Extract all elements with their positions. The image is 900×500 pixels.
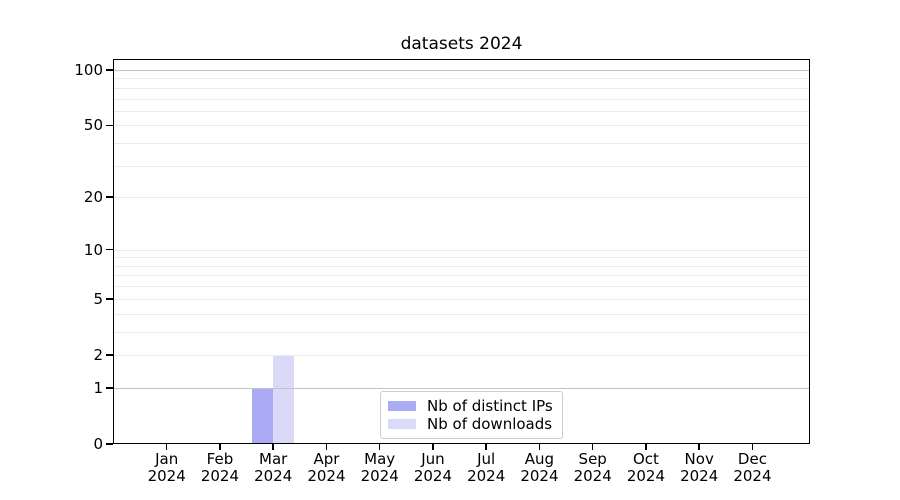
plot-area [113, 59, 810, 444]
gridline-y-9 [114, 257, 809, 259]
x-tick-mark-feb [219, 444, 221, 450]
y-tick-mark-1 [106, 387, 113, 389]
y-tick-mark-20 [106, 196, 113, 198]
gridline-y-6 [114, 286, 809, 288]
x-tick-label-sep: Sep 2024 [573, 450, 612, 485]
x-tick-mark-mar [272, 444, 274, 450]
gridline-y-70 [114, 98, 809, 100]
gridline-y-8 [114, 265, 809, 267]
y-tick-label-1: 1 [93, 378, 103, 397]
gridline-y-80 [114, 87, 809, 89]
x-tick-label-may: May 2024 [360, 450, 399, 485]
y-tick-mark-100 [106, 69, 113, 71]
x-tick-mark-aug [538, 444, 541, 450]
x-tick-label-apr: Apr 2024 [307, 450, 346, 485]
y-tick-label-10: 10 [83, 240, 103, 259]
y-tick-label-20: 20 [83, 188, 103, 207]
x-tick-mark-oct [645, 444, 647, 450]
x-tick-mark-jul [485, 444, 487, 450]
gridline-y-30 [114, 165, 809, 167]
gridline-y-50 [114, 125, 809, 127]
gridline-y-60 [114, 110, 809, 112]
y-tick-label-5: 5 [93, 289, 103, 308]
legend-label-distinct-ips: Nb of distinct IPs [427, 397, 553, 415]
x-tick-label-jun: Jun 2024 [413, 450, 453, 485]
y-tick-mark-10 [106, 248, 113, 251]
y-tick-mark-2 [106, 354, 113, 356]
x-tick-label-dec: Dec 2024 [733, 450, 772, 485]
x-tick-label-oct: Oct 2024 [626, 450, 666, 485]
x-tick-mark-dec [751, 444, 754, 450]
gridline-y-20 [114, 197, 809, 199]
y-tick-mark-0 [106, 443, 113, 445]
gridline-y-5 [114, 298, 809, 300]
y-tick-label-50: 50 [83, 116, 103, 135]
bar-mar-1 [273, 354, 295, 444]
x-tick-mark-jan [165, 444, 168, 450]
gridline-y-4 [114, 313, 809, 315]
y-tick-label-0: 0 [93, 435, 103, 453]
x-tick-label-mar: Mar 2024 [254, 450, 293, 485]
y-tick-mark-5 [106, 298, 113, 300]
x-tick-mark-apr [325, 444, 328, 450]
gridline-y-10 [114, 249, 809, 251]
x-tick-label-aug: Aug 2024 [520, 450, 559, 485]
gridline-y-100 [114, 69, 809, 71]
y-tick-label-100: 100 [74, 60, 103, 79]
legend: Nb of distinct IPs Nb of downloads [380, 391, 563, 439]
x-tick-mark-jun [432, 444, 434, 450]
legend-swatch-distinct-ips-icon [388, 401, 416, 411]
bar-mar-0 [251, 387, 274, 444]
y-tick-mark-50 [106, 124, 113, 127]
gridline-y-3 [114, 331, 809, 333]
gridline-y-1 [114, 387, 809, 389]
legend-item-distinct-ips: Nb of distinct IPs [388, 397, 553, 415]
chart-title: datasets 2024 [400, 34, 523, 54]
gridline-y-90 [114, 78, 809, 80]
legend-label-downloads: Nb of downloads [427, 415, 553, 433]
x-tick-mark-sep [591, 444, 594, 450]
gridline-y-2 [114, 354, 809, 356]
x-tick-label-nov: Nov 2024 [680, 450, 719, 485]
legend-swatch-downloads-icon [388, 419, 416, 429]
x-tick-mark-nov [698, 444, 700, 450]
y-tick-label-2: 2 [93, 345, 103, 364]
gridline-y-40 [114, 143, 809, 144]
x-tick-mark-may [378, 444, 381, 450]
x-tick-label-feb: Feb 2024 [200, 450, 240, 485]
gridline-y-7 [114, 275, 809, 277]
x-tick-label-jul: Jul 2024 [467, 450, 506, 485]
x-tick-label-jan: Jan 2024 [147, 450, 186, 485]
legend-item-downloads: Nb of downloads [388, 415, 553, 433]
